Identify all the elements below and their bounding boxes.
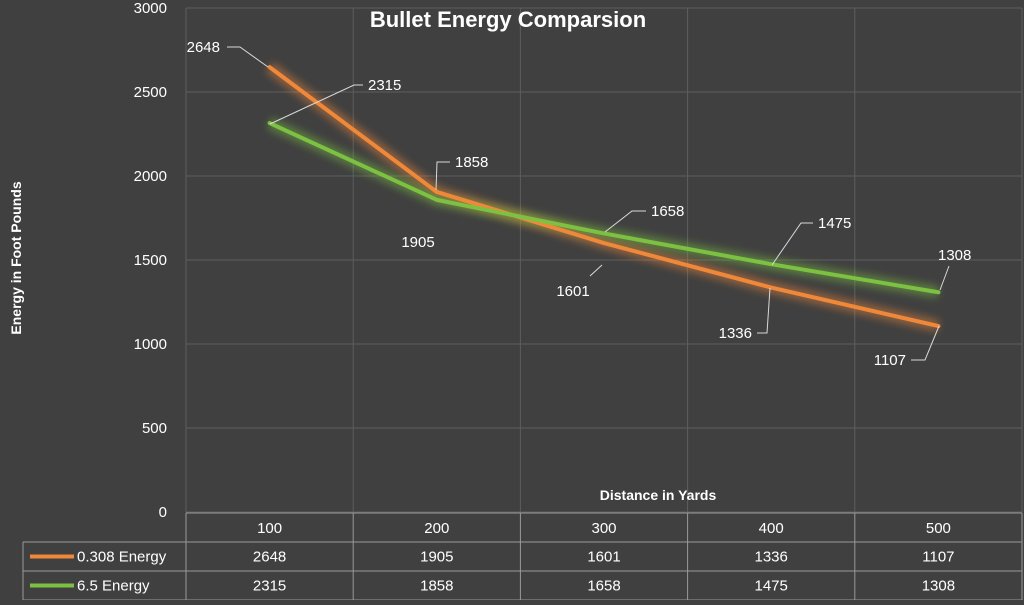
data-label: 1308 bbox=[938, 247, 971, 264]
series-glow bbox=[270, 67, 939, 326]
data-label: 1336 bbox=[719, 325, 752, 342]
x-axis-title: Distance in Yards bbox=[600, 487, 717, 503]
data-label-leader bbox=[772, 223, 813, 265]
y-tick-label: 0 bbox=[159, 504, 167, 521]
chart-title: Bullet Energy Comparsion bbox=[370, 7, 646, 32]
data-label: 1475 bbox=[818, 215, 851, 232]
table-cell: 1858 bbox=[420, 578, 453, 595]
y-tick-label: 3000 bbox=[134, 0, 167, 17]
y-tick-label: 500 bbox=[142, 420, 167, 437]
table-header-cell: 200 bbox=[424, 520, 449, 537]
y-axis-title: Energy in Foot Pounds bbox=[8, 181, 24, 334]
table-cell: 1107 bbox=[922, 549, 954, 566]
table-cell: 1658 bbox=[587, 578, 620, 595]
y-tick-label: 2000 bbox=[134, 168, 167, 185]
table-header-cell: 300 bbox=[591, 520, 616, 537]
data-label: 1858 bbox=[455, 154, 488, 171]
table-header-cell: 500 bbox=[926, 520, 951, 537]
data-label: 1905 bbox=[401, 234, 434, 251]
y-tick-label: 1000 bbox=[134, 336, 167, 353]
data-label: 2315 bbox=[368, 77, 401, 94]
table-cell: 1336 bbox=[755, 549, 788, 566]
table-header-cell: 100 bbox=[257, 520, 282, 537]
data-label-leader bbox=[227, 47, 268, 67]
table-cell: 1905 bbox=[420, 549, 453, 566]
table-cell: 2648 bbox=[253, 549, 286, 566]
y-tick-label: 1500 bbox=[134, 252, 167, 269]
data-label-leader bbox=[940, 266, 949, 290]
y-tick-label: 2500 bbox=[134, 84, 167, 101]
table-header-cell: 400 bbox=[759, 520, 784, 537]
data-label: 1601 bbox=[556, 283, 589, 300]
series-line bbox=[270, 67, 939, 326]
data-label-leader bbox=[757, 288, 770, 333]
data-label-leader bbox=[590, 265, 602, 276]
data-label: 1107 bbox=[874, 352, 906, 369]
legend-label: 6.5 Energy bbox=[77, 578, 150, 595]
legend-label: 0.308 Energy bbox=[77, 549, 167, 566]
table-cell: 1308 bbox=[922, 578, 955, 595]
data-label: 1658 bbox=[651, 203, 684, 220]
table-cell: 1601 bbox=[587, 549, 620, 566]
data-label: 2648 bbox=[187, 39, 220, 56]
table-cell: 2315 bbox=[253, 578, 286, 595]
table-cell: 1475 bbox=[755, 578, 788, 595]
